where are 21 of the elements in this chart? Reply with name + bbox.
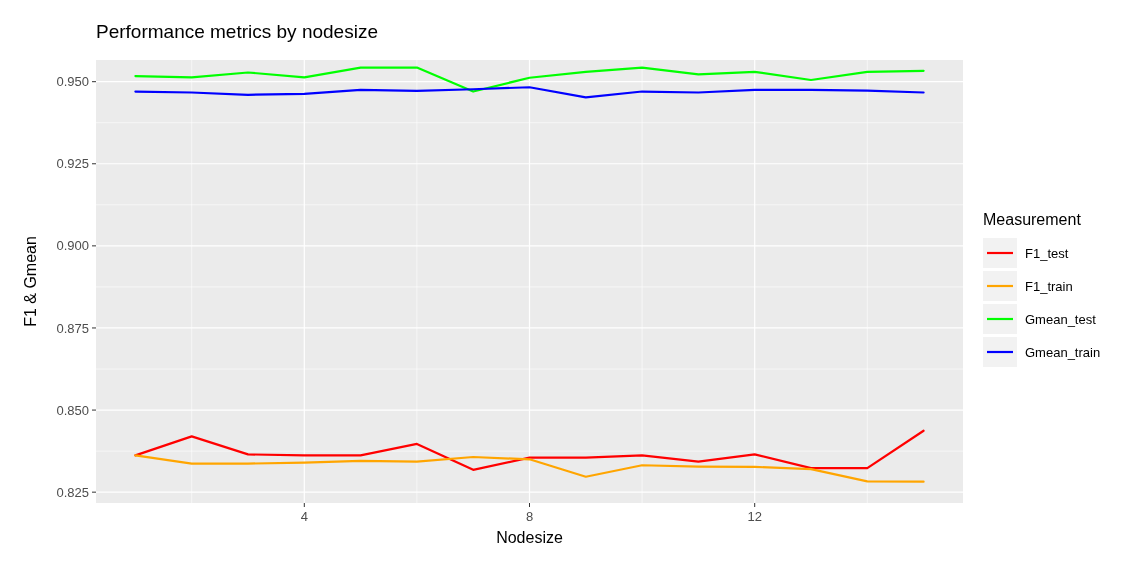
x-tick-label: 4 — [300, 509, 308, 524]
x-tick-label: 12 — [747, 509, 762, 524]
y-tick-label: 0.900 — [56, 238, 89, 254]
y-tick-label: 0.925 — [56, 156, 89, 172]
line-series — [134, 429, 925, 471]
x-tick-label: 8 — [525, 509, 534, 524]
y-axis-title: F1 & Gmean — [22, 236, 39, 327]
legend-label: F1_test — [1025, 245, 1069, 261]
chart-title: Performance metrics by nodesize — [96, 21, 378, 42]
line-series — [134, 66, 925, 93]
x-axis-title: Nodesize — [496, 529, 563, 546]
legend-title: Measurement — [983, 211, 1082, 228]
legend-label: F1_train — [1025, 278, 1073, 294]
legend-label: Gmean_test — [1025, 311, 1097, 327]
y-tick-label: 0.950 — [56, 74, 89, 90]
legend-label: Gmean_train — [1025, 344, 1101, 360]
y-tick-label: 0.875 — [56, 320, 89, 336]
line-series — [134, 454, 925, 483]
y-tick-label: 0.825 — [56, 484, 89, 500]
y-tick-label: 0.850 — [56, 402, 89, 418]
line-series — [134, 86, 925, 99]
